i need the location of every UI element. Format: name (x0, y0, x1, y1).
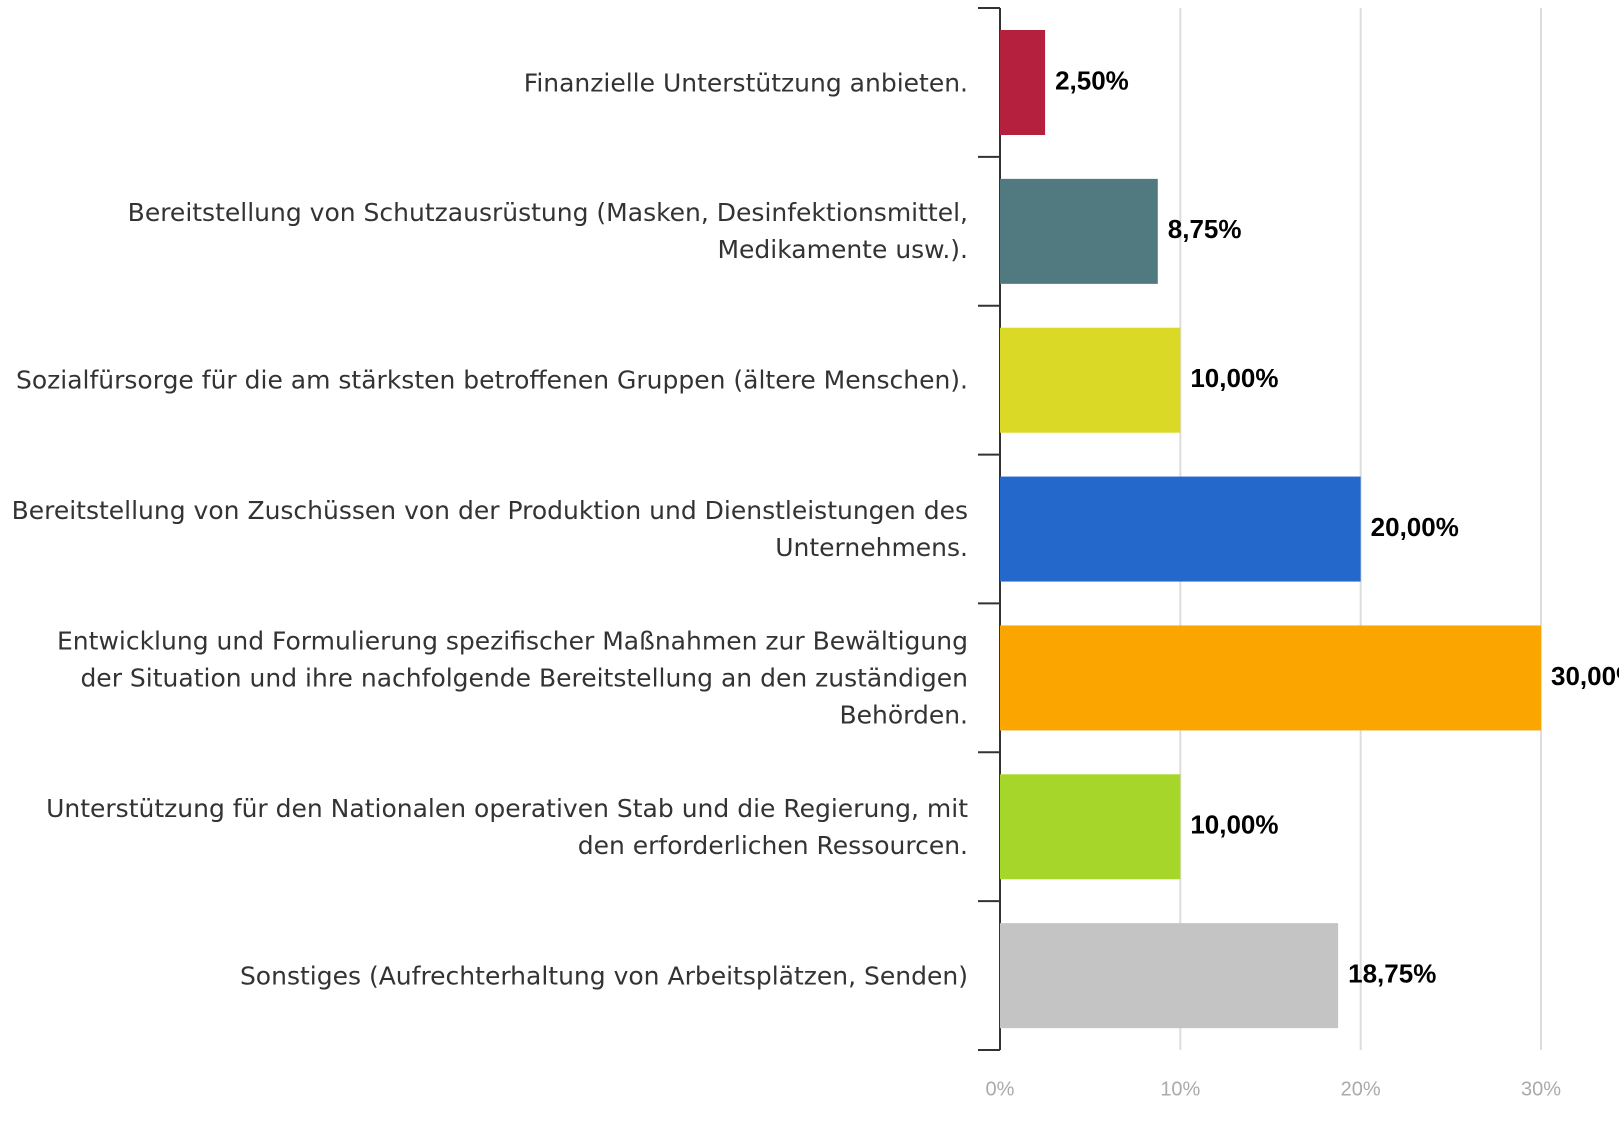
category-label: Entwicklung und Formulierung spezifische… (57, 626, 968, 730)
bar (1000, 327, 1181, 433)
value-label: 30,00% (1551, 661, 1619, 691)
bar (1000, 476, 1361, 582)
bar (1000, 178, 1158, 284)
value-label: 20,00% (1371, 512, 1459, 542)
value-label: 10,00% (1190, 363, 1278, 393)
category-label: Bereitstellung von Zuschüssen von der Pr… (11, 496, 968, 563)
value-label: 18,75% (1348, 959, 1436, 989)
value-label: 10,00% (1190, 810, 1278, 840)
value-label: 2,50% (1055, 65, 1129, 95)
x-tick-label: 20% (1341, 1078, 1381, 1100)
category-label: Bereitstellung von Schutzausrüstung (Mas… (127, 198, 968, 265)
x-tick-label: 0% (986, 1078, 1015, 1100)
bar (1000, 774, 1181, 880)
category-label: Unterstützung für den Nationalen operati… (46, 793, 968, 860)
bar (1000, 625, 1541, 731)
value-label: 8,75% (1168, 214, 1242, 244)
x-tick-label: 10% (1160, 1078, 1200, 1100)
bar (1000, 923, 1339, 1029)
bar (1000, 30, 1046, 135)
category-label: Sozialfürsorge für die am stärksten betr… (15, 365, 968, 395)
category-label: Sonstiges (Aufrechterhaltung von Arbeits… (239, 961, 968, 991)
x-tick-label: 30% (1521, 1078, 1561, 1100)
category-label: Finanzielle Unterstützung anbieten. (523, 68, 968, 97)
